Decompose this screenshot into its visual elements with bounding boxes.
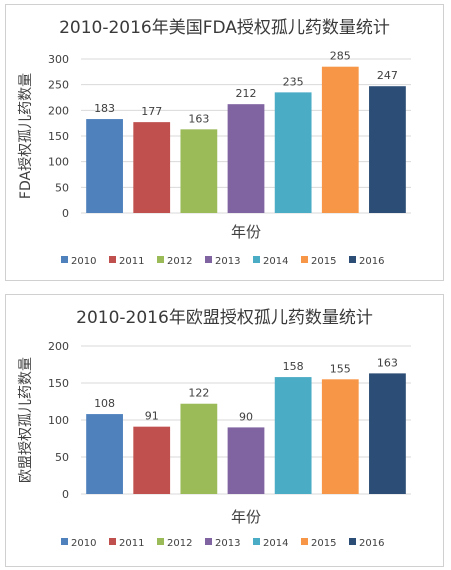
fda-chart-panel: 2010-2016年美国FDA授权孤儿药数量统计 0 50 100 150 200 250… <box>5 4 444 281</box>
legend-label: 2013 <box>215 538 240 549</box>
legend-label: 2015 <box>311 538 336 549</box>
y-tick-label: 300 <box>48 53 69 66</box>
y-tick-label: 200 <box>48 104 69 117</box>
y-tick-label: 50 <box>55 181 69 194</box>
eu-chart-panel: 2010-2016年欧盟授权孤儿药数量统计 0 50 100 150 200 108 91 1… <box>5 294 444 567</box>
data-label: 212 <box>236 87 257 100</box>
bar-2012 <box>180 403 218 494</box>
legend-label: 2016 <box>359 538 384 549</box>
legend-swatch-2012 <box>157 256 164 263</box>
legend-swatch-2015 <box>301 538 308 545</box>
y-tick-label: 50 <box>55 451 69 464</box>
y-tick-label: 250 <box>48 79 69 92</box>
bar-2014 <box>274 92 312 213</box>
legend-label: 2014 <box>263 256 288 267</box>
eu-bar-chart: 0 50 100 150 200 108 91 122 90 158 155 163 年份 欧盟授权孤儿药… <box>18 340 411 549</box>
legend-swatch-2014 <box>253 256 260 263</box>
bar-2011 <box>133 426 171 494</box>
y-tick-label: 150 <box>48 377 69 390</box>
bar-2013 <box>227 104 265 213</box>
legend-label: 2015 <box>311 256 336 267</box>
legend-swatch-2010 <box>61 538 68 545</box>
data-label: 183 <box>94 102 115 115</box>
legend-swatch-2016 <box>349 256 356 263</box>
data-label: 91 <box>145 410 159 423</box>
fda-bar-chart: 0 50 100 150 200 250 300 183 177 163 212 235 285 247 年… <box>18 50 411 267</box>
legend-label: 2010 <box>71 538 96 549</box>
legend-swatch-2013 <box>205 256 212 263</box>
bar-2010 <box>86 414 123 494</box>
y-tick-label: 100 <box>48 414 69 427</box>
legend-label: 2010 <box>71 256 96 267</box>
legend-label: 2014 <box>263 538 288 549</box>
data-label: 122 <box>188 387 209 400</box>
bar-2016 <box>369 86 406 213</box>
y-tick-label: 100 <box>48 156 69 169</box>
data-label: 155 <box>330 362 351 375</box>
legend-swatch-2010 <box>61 256 68 263</box>
y-axis-label: 欧盟授权孤儿药数量 <box>18 357 34 483</box>
legend-swatch-2014 <box>253 538 260 545</box>
data-label: 177 <box>141 105 162 118</box>
bar-2011 <box>133 122 171 213</box>
legend-label: 2016 <box>359 256 384 267</box>
y-tick-label: 200 <box>48 340 69 353</box>
legend-label: 2013 <box>215 256 240 267</box>
data-label: 247 <box>377 69 398 82</box>
x-axis-label: 年份 <box>231 223 261 241</box>
y-axis-label: FDA授权孤儿药数量 <box>18 73 34 199</box>
data-label: 158 <box>283 360 304 373</box>
bar-2016 <box>369 373 406 494</box>
bar-2014 <box>274 377 312 494</box>
legend-swatch-2011 <box>109 538 116 545</box>
legend-swatch-2013 <box>205 538 212 545</box>
legend-label: 2011 <box>119 538 144 549</box>
bar-2012 <box>180 129 218 213</box>
legend-swatch-2011 <box>109 256 116 263</box>
y-tick-label: 150 <box>48 130 69 143</box>
legend-label: 2012 <box>167 538 192 549</box>
legend-label: 2012 <box>167 256 192 267</box>
bar-2015 <box>321 66 359 213</box>
bar-2010 <box>86 119 123 213</box>
data-label: 108 <box>94 397 115 410</box>
bar-2015 <box>321 379 359 494</box>
data-label: 235 <box>283 75 304 88</box>
y-tick-label: 0 <box>62 488 69 501</box>
data-label: 163 <box>377 356 398 369</box>
data-label: 285 <box>330 50 351 63</box>
data-label: 90 <box>239 410 253 423</box>
x-axis-label: 年份 <box>231 508 261 526</box>
data-label: 163 <box>188 112 209 125</box>
legend-swatch-2016 <box>349 538 356 545</box>
legend-label: 2011 <box>119 256 144 267</box>
chart-title: 2010-2016年欧盟授权孤儿药数量统计 <box>76 308 373 328</box>
legend-swatch-2015 <box>301 256 308 263</box>
chart-title: 2010-2016年美国FDA授权孤儿药数量统计 <box>59 18 390 38</box>
bar-2013 <box>227 427 265 494</box>
y-tick-label: 0 <box>62 207 69 220</box>
legend-swatch-2012 <box>157 538 164 545</box>
